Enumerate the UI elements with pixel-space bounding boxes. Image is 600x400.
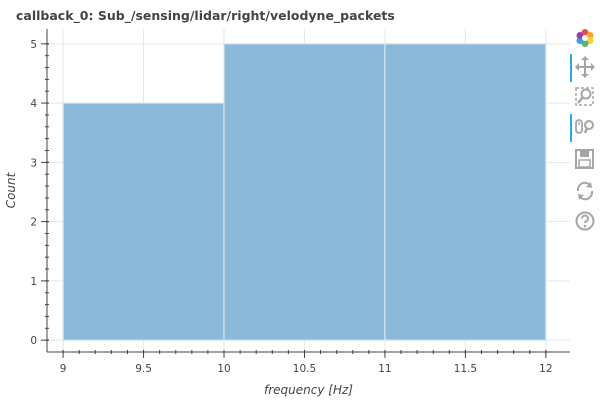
chart-title: callback_0: Sub_/sensing/lidar/right/vel…	[16, 8, 395, 23]
histogram-bar-0	[62, 102, 225, 341]
pan-active-indicator	[570, 54, 572, 82]
histogram-bars	[62, 43, 547, 341]
x-tick-label-2: 10	[217, 363, 230, 375]
y-tick-label-1: 1	[30, 276, 37, 288]
x-tick-label-4: 11	[378, 363, 391, 375]
bokeh-logo[interactable]	[568, 26, 600, 52]
x-tick-label-0: 9	[60, 363, 67, 375]
x-tick-label-3: 10.5	[293, 363, 316, 375]
wheel-zoom-active-indicator	[570, 114, 572, 142]
x-tick-label-6: 12	[539, 363, 552, 375]
help-icon	[575, 211, 595, 231]
save-icon	[575, 149, 594, 169]
histogram-bar-2	[384, 43, 547, 341]
box-zoom-tool-button[interactable]	[568, 84, 600, 110]
y-axis-title: Count	[4, 171, 18, 208]
box-zoom-icon	[575, 87, 594, 106]
wheel-zoom-tool-button[interactable]	[568, 114, 600, 142]
x-tick-label-1: 9.5	[135, 363, 152, 375]
bokeh-logo-icon	[576, 29, 594, 47]
reset-tool-button[interactable]	[568, 178, 600, 204]
pan-tool-button[interactable]	[568, 54, 600, 82]
y-tick-label-3: 3	[30, 157, 37, 169]
reset-icon	[576, 181, 594, 201]
y-tick-label-4: 4	[30, 98, 37, 110]
y-tick-label-5: 5	[30, 39, 37, 51]
chart-toolbar	[568, 26, 600, 246]
x-axis-title: frequency [Hz]	[264, 383, 353, 397]
wheel-zoom-icon	[575, 119, 594, 134]
y-tick-label-2: 2	[30, 217, 37, 229]
x-tick-label-5: 11.5	[454, 363, 477, 375]
y-tick-label-0: 0	[30, 335, 37, 347]
help-tool-button[interactable]	[568, 208, 600, 234]
histogram-bar-1	[223, 43, 386, 341]
save-tool-button[interactable]	[568, 146, 600, 172]
pan-icon	[575, 56, 595, 78]
